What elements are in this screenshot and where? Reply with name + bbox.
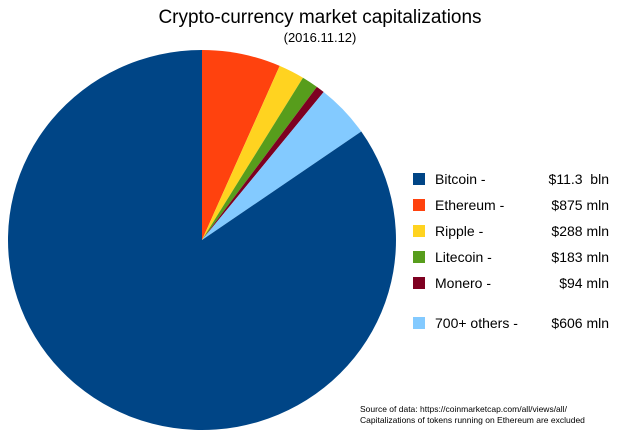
legend-swatch-ripple: [413, 225, 425, 237]
legend-label-litecoin: Litecoin -: [435, 249, 492, 265]
pie-slice-monero: [202, 86, 324, 240]
legend-label-monero: Monero -: [435, 275, 492, 291]
legend-swatch-bitcoin: [413, 173, 425, 185]
chart-title: Crypto-currency market capitalizations: [158, 7, 482, 28]
pie-slice-ripple: [202, 65, 303, 240]
legend-swatch-monero: [413, 277, 425, 289]
legend-row-ripple: Ripple - $288 mln: [413, 218, 609, 244]
source-note-line1: Source of data: https://coinmarketcap.co…: [360, 404, 567, 414]
source-note: Source of data: https://coinmarketcap.co…: [360, 404, 610, 426]
legend-value-ethereum: $875 mln: [551, 197, 609, 213]
legend-row-700-others: 700+ others - $606 mln: [413, 310, 609, 336]
legend-label-bitcoin: Bitcoin -: [435, 171, 486, 187]
pie-slice-ethereum: [202, 50, 280, 240]
legend-value-monero: $94 mln: [559, 275, 609, 291]
pie-chart: [7, 49, 396, 431]
chart-legend: Bitcoin - $11.3 bln Ethereum - $875 mln Ripp…: [413, 166, 609, 336]
legend-label-ripple: Ripple -: [435, 223, 484, 239]
legend-value-700-others: $606 mln: [551, 315, 609, 331]
legend-row-ethereum: Ethereum - $875 mln: [413, 192, 609, 218]
legend-label-700-others: 700+ others -: [435, 315, 518, 331]
pie-slice-700-others: [202, 92, 362, 240]
legend-swatch-ethereum: [413, 199, 425, 211]
legend-row-monero: Monero - $94 mln: [413, 270, 609, 296]
legend-swatch-litecoin: [413, 251, 425, 263]
chart-subtitle: (2016.11.12): [283, 30, 357, 45]
legend-row-bitcoin: Bitcoin - $11.3 bln: [413, 166, 609, 192]
pie-slice-bitcoin: [7, 49, 396, 431]
legend-value-litecoin: $183 mln: [551, 249, 609, 265]
legend-swatch-700-others: [413, 317, 425, 329]
chart-header: Crypto-currency market capitalizations (…: [18, 6, 622, 46]
legend-value-ripple: $288 mln: [551, 223, 609, 239]
pie-slice-litecoin: [202, 77, 317, 240]
source-note-line2: Capitalizations of tokens running on Eth…: [360, 415, 585, 425]
legend-row-litecoin: Litecoin - $183 mln: [413, 244, 609, 270]
legend-value-bitcoin: $11.3 bln: [548, 171, 609, 187]
legend-label-ethereum: Ethereum -: [435, 197, 505, 213]
